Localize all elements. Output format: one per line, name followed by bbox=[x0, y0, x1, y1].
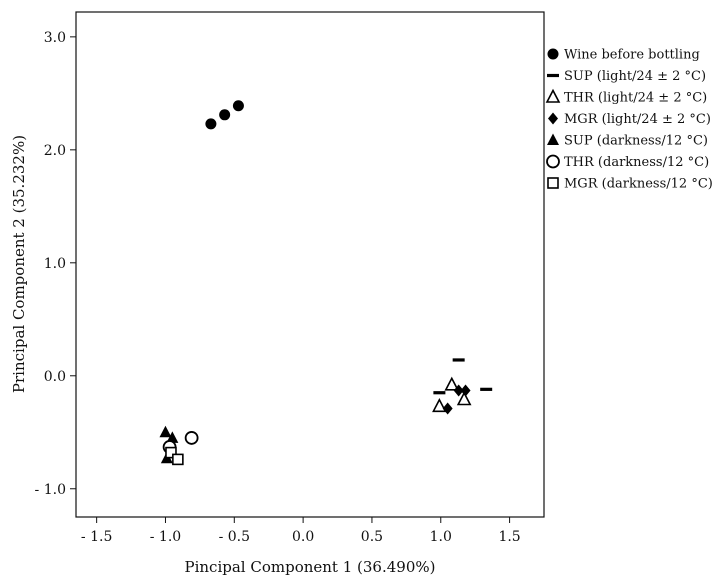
data-point bbox=[165, 446, 177, 459]
legend-marker bbox=[547, 73, 559, 78]
data-point bbox=[219, 109, 231, 121]
x-tick-label: 1.0 bbox=[430, 529, 452, 545]
legend-marker bbox=[545, 88, 561, 103]
data-point bbox=[444, 376, 460, 391]
legend-label: SUP (light/24 ± 2 °C) bbox=[564, 69, 706, 84]
data-point bbox=[172, 453, 184, 466]
legend-label: MGR (darkness/12 °C) bbox=[564, 177, 713, 192]
legend-label: THR (darkness/12 °C) bbox=[564, 155, 709, 170]
legend-label: SUP (darkness/12 °C) bbox=[564, 134, 708, 149]
legend-marker bbox=[546, 154, 560, 169]
legend-marker bbox=[547, 133, 559, 145]
legend-marker bbox=[548, 112, 558, 125]
data-point bbox=[184, 431, 199, 445]
legend-marker bbox=[547, 177, 559, 189]
x-axis-title: Pincipal Component 1 (36.490%) bbox=[185, 558, 436, 576]
legend-label: THR (light/24 ± 2 °C) bbox=[564, 91, 707, 106]
legend-label: MGR (light/24 ± 2 °C) bbox=[564, 112, 711, 127]
x-tick-label: 1.5 bbox=[498, 529, 520, 545]
data-point bbox=[159, 425, 172, 438]
data-point bbox=[480, 387, 493, 391]
data-point bbox=[452, 358, 465, 362]
legend: Wine before bottling SUP (light/24 ± 2 °C… bbox=[545, 48, 713, 192]
y-tick-label: 2.0 bbox=[44, 143, 66, 159]
x-tick-label: 0.5 bbox=[361, 529, 383, 545]
x-tick-label: 0.0 bbox=[292, 529, 314, 545]
data-point bbox=[456, 391, 472, 406]
y-tick-label: 3.0 bbox=[44, 30, 66, 46]
data-point bbox=[432, 398, 447, 413]
y-tick-label: 1.0 bbox=[44, 256, 66, 272]
x-tick-label: - 1.0 bbox=[150, 529, 181, 545]
legend-label: Wine before bottling bbox=[564, 48, 700, 63]
x-axis-ticks: - 1.5 - 1.0 - 0.5 0.0 0.5 1.0 1.5 bbox=[81, 517, 521, 545]
data-point bbox=[205, 118, 217, 130]
data-point bbox=[232, 100, 244, 112]
data-point bbox=[460, 384, 471, 397]
y-axis-title: Principal Component 2 (35.232%) bbox=[10, 135, 28, 393]
x-tick-label: - 0.5 bbox=[219, 529, 250, 545]
data-point bbox=[433, 391, 446, 395]
y-axis-ticks: - 1.0 0.0 1.0 2.0 3.0 bbox=[35, 30, 76, 498]
y-tick-label: - 1.0 bbox=[35, 482, 66, 498]
y-tick-label: 0.0 bbox=[44, 369, 66, 385]
legend-marker bbox=[547, 48, 559, 60]
data-points bbox=[159, 100, 493, 466]
data-point bbox=[442, 402, 453, 415]
x-tick-label: - 1.5 bbox=[81, 529, 112, 545]
data-point bbox=[166, 431, 179, 443]
data-point bbox=[453, 384, 464, 397]
plot-frame bbox=[75, 11, 545, 518]
